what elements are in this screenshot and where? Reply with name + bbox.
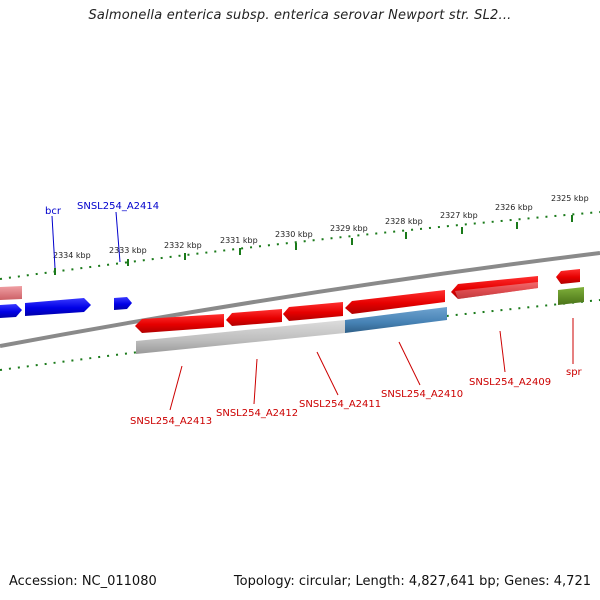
map-title: Salmonella enterica subsp. enterica sero… bbox=[88, 8, 512, 23]
major-ticks bbox=[54, 215, 573, 275]
feature-label-SNSL254_A2410: SNSL254_A2410 bbox=[381, 389, 463, 400]
tick-label: 2327 kbp bbox=[440, 211, 478, 220]
tick-label: 2330 kbp bbox=[275, 230, 313, 239]
feature-label-SNSL254_A2411: SNSL254_A2411 bbox=[299, 399, 381, 410]
gene-pseudo-pink bbox=[0, 286, 22, 300]
tick-label: 2325 kbp bbox=[551, 194, 589, 203]
tick-label: 2328 kbp bbox=[385, 217, 423, 226]
steel-region bbox=[345, 307, 447, 333]
feature-label-SNSL254_A2409: SNSL254_A2409 bbox=[469, 377, 551, 388]
secondary-track bbox=[136, 282, 584, 354]
gene-bcr bbox=[25, 298, 91, 316]
olive-region bbox=[558, 287, 584, 305]
tick-label: 2331 kbp bbox=[220, 236, 258, 245]
topology-summary: Topology: circular; Length: 4,827,641 bp… bbox=[233, 574, 591, 589]
feature-label-SNSL254_A2413: SNSL254_A2413 bbox=[130, 416, 212, 427]
bottom-feature-labels: SNSL254_A2413 SNSL254_A2412 SNSL254_A241… bbox=[130, 367, 583, 427]
tick-label: 2329 kbp bbox=[330, 224, 368, 233]
gene-SNSL254_A2414 bbox=[114, 297, 132, 310]
gene-spr bbox=[556, 269, 580, 284]
gray-region bbox=[136, 320, 345, 354]
tick-labels: 2334 kbp 2333 kbp 2332 kbp 2331 kbp 2330… bbox=[53, 194, 589, 260]
feature-label-spr: spr bbox=[566, 367, 583, 378]
forward-features bbox=[0, 286, 132, 318]
accession-text: Accession: NC_011080 bbox=[9, 574, 157, 589]
feature-label-SNSL254_A2412: SNSL254_A2412 bbox=[216, 408, 298, 419]
gene-blue-1 bbox=[0, 304, 22, 318]
leader-lines bbox=[51, 211, 574, 411]
gene-SNSL254_A2412 bbox=[226, 309, 282, 326]
tick-label: 2333 kbp bbox=[109, 246, 147, 255]
tick-label: 2332 kbp bbox=[164, 241, 202, 250]
genome-backbone bbox=[0, 251, 600, 348]
feature-label-bcr: bcr bbox=[45, 206, 62, 217]
top-feature-labels: bcr SNSL254_A2414 bbox=[45, 201, 159, 217]
pink-region bbox=[455, 282, 538, 299]
gene-SNSL254_A2413 bbox=[135, 314, 224, 333]
feature-label-SNSL254_A2414: SNSL254_A2414 bbox=[77, 201, 159, 212]
tick-label: 2334 kbp bbox=[53, 251, 91, 260]
gene-SNSL254_A2411 bbox=[283, 302, 343, 321]
tick-label: 2326 kbp bbox=[495, 203, 533, 212]
gene-SNSL254_A2410 bbox=[345, 290, 445, 314]
outer-tick-track bbox=[0, 211, 600, 280]
